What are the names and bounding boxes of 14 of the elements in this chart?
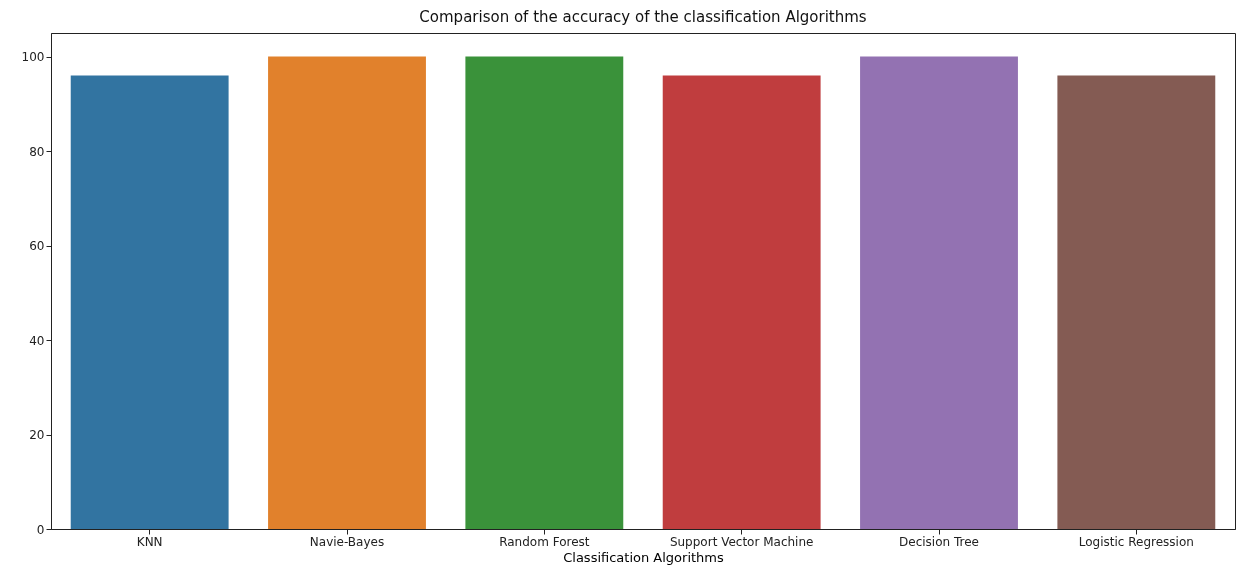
x-tick-label: Decision Tree (899, 534, 979, 549)
x-tick-label: Support Vector Machine (669, 534, 814, 549)
y-tick-label: 80 (29, 144, 45, 159)
chart-title: Comparison of the accuracy of the classification Algorithms (419, 8, 867, 26)
x-tick-label: KNN (136, 534, 163, 549)
x-axis-title: Classification Algorithms (563, 549, 725, 565)
y-tick-label: 60 (29, 239, 45, 254)
y-tick-label: 40 (29, 333, 45, 348)
x-tick-label: Logistic Regression (1078, 534, 1194, 549)
x-tick-label: Navie-Bayes (309, 534, 385, 549)
y-tick-label: 0 (36, 522, 45, 537)
x-tick-label: Random Forest (499, 534, 590, 549)
y-tick-label: 100 (21, 50, 45, 65)
y-tick-label: 20 (29, 428, 45, 443)
